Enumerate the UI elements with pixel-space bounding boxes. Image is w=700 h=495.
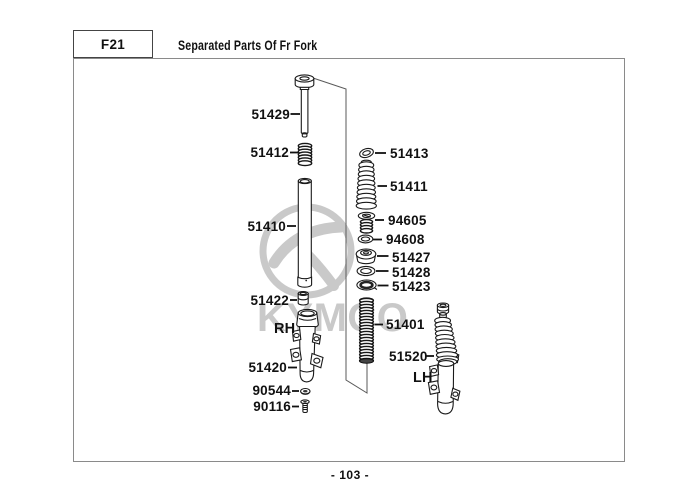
part-label-51413: 51413 [390,145,429,161]
part-art-51420-rh-leg [289,308,324,383]
part-label-51412: 51412 [250,145,289,160]
part-art-51412-spring [297,142,313,167]
part-label-51427: 51427 [392,249,431,265]
part-label-51411: 51411 [390,178,428,194]
part-art-51422-bushing [297,290,309,306]
part-label-51520: 51520 [389,348,428,364]
part-art-51411-boot [355,159,377,210]
page-code-text: F21 [100,36,126,52]
part-label-51420: 51420 [248,360,287,375]
part-art-51429-damper-rod [294,74,315,138]
part-label-51428: 51428 [392,265,431,280]
part-art-51423-stop-ring [356,279,378,291]
part-label-51423: 51423 [392,279,431,294]
page-code-box: F21 [73,30,153,58]
watermark-text: KYMCO [257,296,409,340]
diagram-frame [73,58,625,462]
part-art-51410-fork-tube [297,177,313,288]
part-art-94608-washer [357,234,374,244]
part-label-51422: 51422 [250,292,289,308]
side-label-lh: LH [413,369,433,386]
part-label-94605: 94605 [388,212,427,228]
part-art-51428-ring [356,265,376,277]
part-art-94605-seat [357,211,376,234]
side-label-rh: RH [274,320,296,337]
label-lines [287,113,434,408]
part-label-90544: 90544 [252,383,291,398]
part-art-90116-bolt [300,399,310,414]
part-art-51520-lh-leg [427,302,461,415]
part-label-51401: 51401 [386,317,425,332]
part-label-51429: 51429 [251,106,290,122]
page-title: Separated Parts Of Fr Fork [178,37,318,53]
page-number: - 103 - [330,468,370,482]
boundary-line [312,77,368,394]
part-label-90116: 90116 [253,399,291,414]
part-label-51410: 51410 [247,218,286,234]
part-art-51427-oil-seal [355,248,377,265]
part-art-51401-spring [358,297,375,364]
part-art-90544-nut [300,387,311,395]
part-art-51413-oring [359,147,374,159]
part-label-94608: 94608 [386,232,425,247]
